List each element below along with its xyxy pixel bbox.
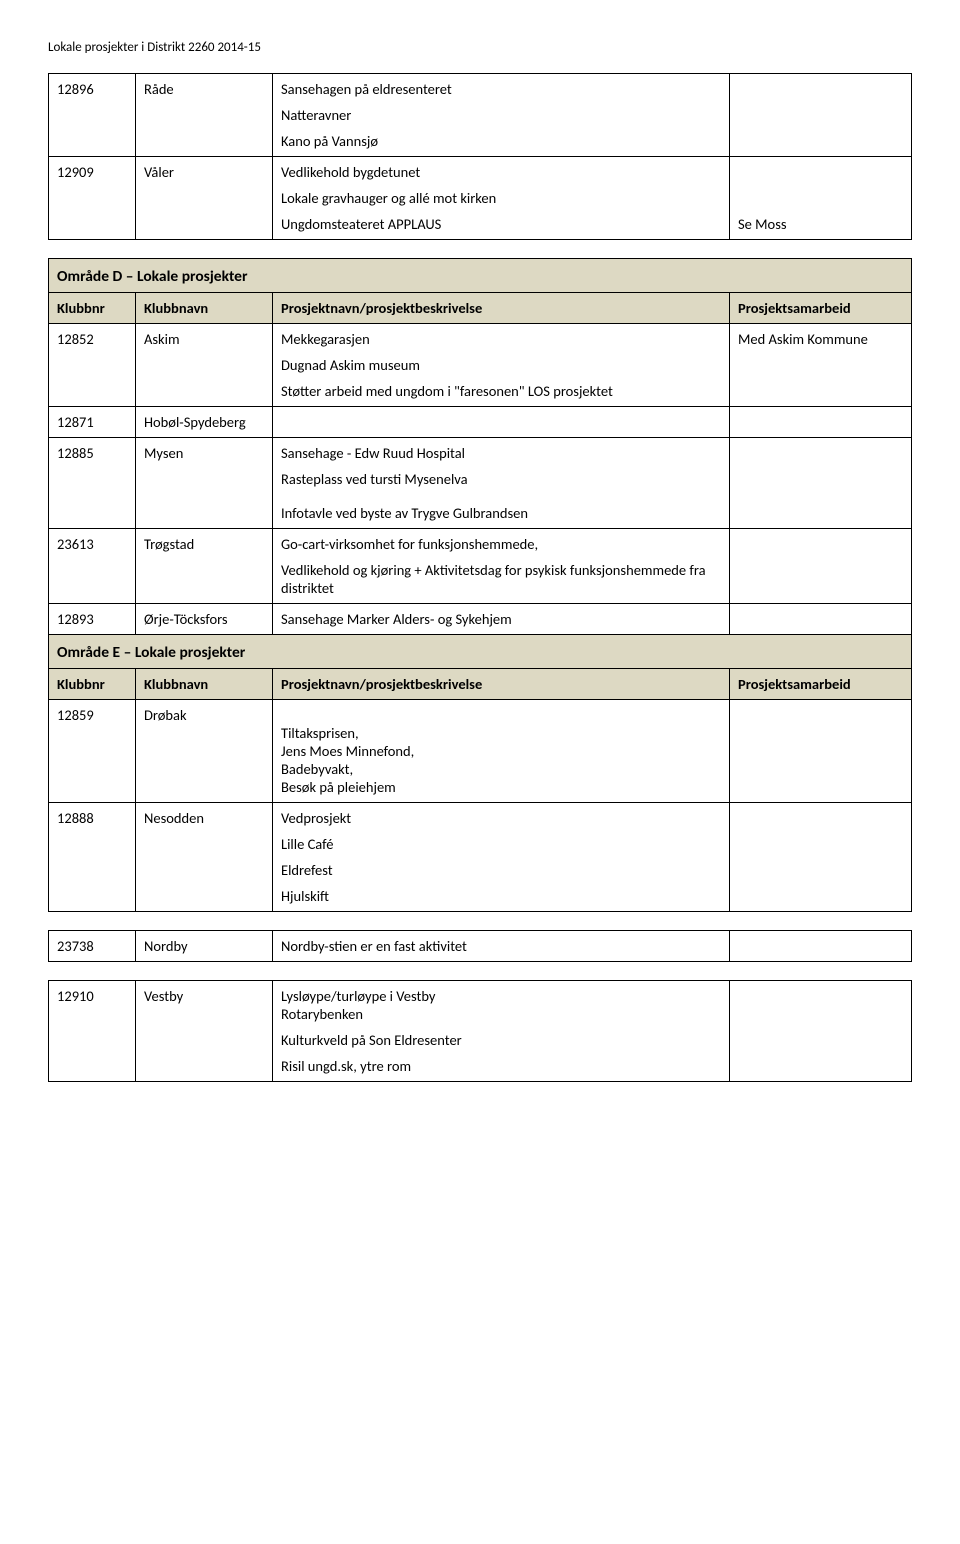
table-row: 12852 Askim Mekkegarasjen Dugnad Askim m… bbox=[49, 324, 912, 407]
cell-right bbox=[730, 700, 912, 803]
cell-klubbnr: 12859 bbox=[49, 700, 136, 803]
cell-klubbnr: 12871 bbox=[49, 407, 136, 438]
page-header: Lokale prosjekter i Distrikt 2260 2014-1… bbox=[48, 40, 912, 55]
cell-klubbnavn: Våler bbox=[136, 157, 273, 240]
header-desc: Prosjektnavn/prosjektbeskrivelse bbox=[273, 293, 730, 324]
table-row: 12910 Vestby Lysløype/turløype i Vestby … bbox=[49, 981, 912, 1082]
cell-klubbnr: 12888 bbox=[49, 803, 136, 912]
cell-right: Se Moss bbox=[730, 157, 912, 240]
desc-line: Vedlikehold og kjøring + Aktivitetsdag f… bbox=[281, 561, 721, 597]
cell-right bbox=[730, 529, 912, 604]
table-row: 12888 Nesodden Vedprosjekt Lille Café El… bbox=[49, 803, 912, 912]
desc-line: Go-cart-virksomhet for funksjonshemmede, bbox=[281, 535, 721, 553]
desc-line: Kano på Vannsjø bbox=[281, 132, 721, 150]
cell-desc: Vedlikehold bygdetunet Lokale gravhauger… bbox=[273, 157, 730, 240]
table-row: 12885 Mysen Sansehage - Edw Ruud Hospita… bbox=[49, 438, 912, 529]
cell-desc: Sansehage - Edw Ruud Hospital Rasteplass… bbox=[273, 438, 730, 529]
cell-right bbox=[730, 803, 912, 912]
desc-line: Rasteplass ved tursti Mysenelva bbox=[281, 470, 721, 488]
desc-line: Lysløype/turløype i Vestby Rotarybenken bbox=[281, 987, 721, 1023]
cell-klubbnavn: Vestby bbox=[136, 981, 273, 1082]
cell-klubbnr: 23613 bbox=[49, 529, 136, 604]
cell-klubbnr: 12909 bbox=[49, 157, 136, 240]
cell-klubbnr: 23738 bbox=[49, 931, 136, 962]
section-e-title-row: Område E – Lokale prosjekter bbox=[49, 635, 912, 669]
header-row: Klubbnr Klubbnavn Prosjektnavn/prosjektb… bbox=[49, 669, 912, 700]
cell-klubbnr: 12852 bbox=[49, 324, 136, 407]
cell-klubbnr: 12910 bbox=[49, 981, 136, 1082]
desc-line: Mekkegarasjen bbox=[281, 330, 721, 348]
cell-desc: Go-cart-virksomhet for funksjonshemmede,… bbox=[273, 529, 730, 604]
cell-klubbnavn: Råde bbox=[136, 74, 273, 157]
cell-klubbnavn: Nesodden bbox=[136, 803, 273, 912]
cell-desc: Lysløype/turløype i Vestby Rotarybenken … bbox=[273, 981, 730, 1082]
cell-desc: Nordby-stien er en fast aktivitet bbox=[273, 931, 730, 962]
desc-line: Lokale gravhauger og allé mot kirken bbox=[281, 189, 721, 207]
cell-right: Med Askim Kommune bbox=[730, 324, 912, 407]
desc-line: Ungdomsteateret APPLAUS bbox=[281, 215, 721, 233]
cell-klubbnavn: Mysen bbox=[136, 438, 273, 529]
header-klubbnavn: Klubbnavn bbox=[136, 293, 273, 324]
section-d-table: Område D – Lokale prosjekter Klubbnr Klu… bbox=[48, 258, 912, 912]
desc-line: Eldrefest bbox=[281, 861, 721, 879]
nordby-table: 23738 Nordby Nordby-stien er en fast akt… bbox=[48, 930, 912, 962]
desc-line: Sansehage Marker Alders- og Sykehjem bbox=[281, 610, 721, 628]
header-klubbnavn: Klubbnavn bbox=[136, 669, 273, 700]
header-row: Klubbnr Klubbnavn Prosjektnavn/prosjektb… bbox=[49, 293, 912, 324]
desc-line: Sansehagen på eldresenteret bbox=[281, 80, 721, 98]
desc-line: Kulturkveld på Son Eldresenter bbox=[281, 1031, 721, 1049]
desc-line: Hjulskift bbox=[281, 887, 721, 905]
desc-line: Sansehage - Edw Ruud Hospital bbox=[281, 444, 721, 462]
desc-line: Vedlikehold bygdetunet bbox=[281, 163, 721, 181]
cell-klubbnavn: Hobøl-Spydeberg bbox=[136, 407, 273, 438]
table-row: 12896 Råde Sansehagen på eldresenteret N… bbox=[49, 74, 912, 157]
cell-right bbox=[730, 438, 912, 529]
cell-right bbox=[730, 981, 912, 1082]
header-samarbeid: Prosjektsamarbeid bbox=[730, 293, 912, 324]
header-samarbeid: Prosjektsamarbeid bbox=[730, 669, 912, 700]
cell-klubbnr: 12896 bbox=[49, 74, 136, 157]
section-d-title: Område D – Lokale prosjekter bbox=[49, 259, 912, 293]
cell-right bbox=[730, 407, 912, 438]
cell-klubbnavn: Trøgstad bbox=[136, 529, 273, 604]
cell-desc: Mekkegarasjen Dugnad Askim museum Støtte… bbox=[273, 324, 730, 407]
table-row: 23738 Nordby Nordby-stien er en fast akt… bbox=[49, 931, 912, 962]
table-row: 23613 Trøgstad Go-cart-virksomhet for fu… bbox=[49, 529, 912, 604]
cell-klubbnr: 12893 bbox=[49, 604, 136, 635]
table-row: 12909 Våler Vedlikehold bygdetunet Lokal… bbox=[49, 157, 912, 240]
cell-right bbox=[730, 604, 912, 635]
section-d-title-row: Område D – Lokale prosjekter bbox=[49, 259, 912, 293]
cell-desc: Vedprosjekt Lille Café Eldrefest Hjulski… bbox=[273, 803, 730, 912]
desc-line: Vedprosjekt bbox=[281, 809, 721, 827]
cell-desc bbox=[273, 407, 730, 438]
cell-klubbnavn: Askim bbox=[136, 324, 273, 407]
cell-klubbnavn: Nordby bbox=[136, 931, 273, 962]
cell-desc: Tiltaksprisen, Jens Moes Minnefond, Bade… bbox=[273, 700, 730, 803]
cell-right bbox=[730, 931, 912, 962]
header-klubbnr: Klubbnr bbox=[49, 669, 136, 700]
desc-line: Risil ungd.sk, ytre rom bbox=[281, 1057, 721, 1075]
cell-klubbnavn: Drøbak bbox=[136, 700, 273, 803]
top-table: 12896 Råde Sansehagen på eldresenteret N… bbox=[48, 73, 912, 240]
vestby-table: 12910 Vestby Lysløype/turløype i Vestby … bbox=[48, 980, 912, 1082]
desc-line: Tiltaksprisen, Jens Moes Minnefond, Bade… bbox=[281, 724, 414, 796]
section-e-title: Område E – Lokale prosjekter bbox=[49, 635, 912, 669]
header-klubbnr: Klubbnr bbox=[49, 293, 136, 324]
desc-line: Natteravner bbox=[281, 106, 721, 124]
table-row: 12859 Drøbak Tiltaksprisen, Jens Moes Mi… bbox=[49, 700, 912, 803]
cell-klubbnavn: Ørje-Töcksfors bbox=[136, 604, 273, 635]
desc-line: Nordby-stien er en fast aktivitet bbox=[281, 937, 721, 955]
desc-line: Dugnad Askim museum bbox=[281, 356, 721, 374]
desc-line: Infotavle ved byste av Trygve Gulbrandse… bbox=[281, 504, 721, 522]
header-desc: Prosjektnavn/prosjektbeskrivelse bbox=[273, 669, 730, 700]
desc-line: Støtter arbeid med ungdom i "faresonen" … bbox=[281, 382, 721, 400]
table-row: 12871 Hobøl-Spydeberg bbox=[49, 407, 912, 438]
cell-desc: Sansehage Marker Alders- og Sykehjem bbox=[273, 604, 730, 635]
desc-line: Lille Café bbox=[281, 835, 721, 853]
cell-desc: Sansehagen på eldresenteret Natteravner … bbox=[273, 74, 730, 157]
cell-klubbnr: 12885 bbox=[49, 438, 136, 529]
cell-right bbox=[730, 74, 912, 157]
table-row: 12893 Ørje-Töcksfors Sansehage Marker Al… bbox=[49, 604, 912, 635]
